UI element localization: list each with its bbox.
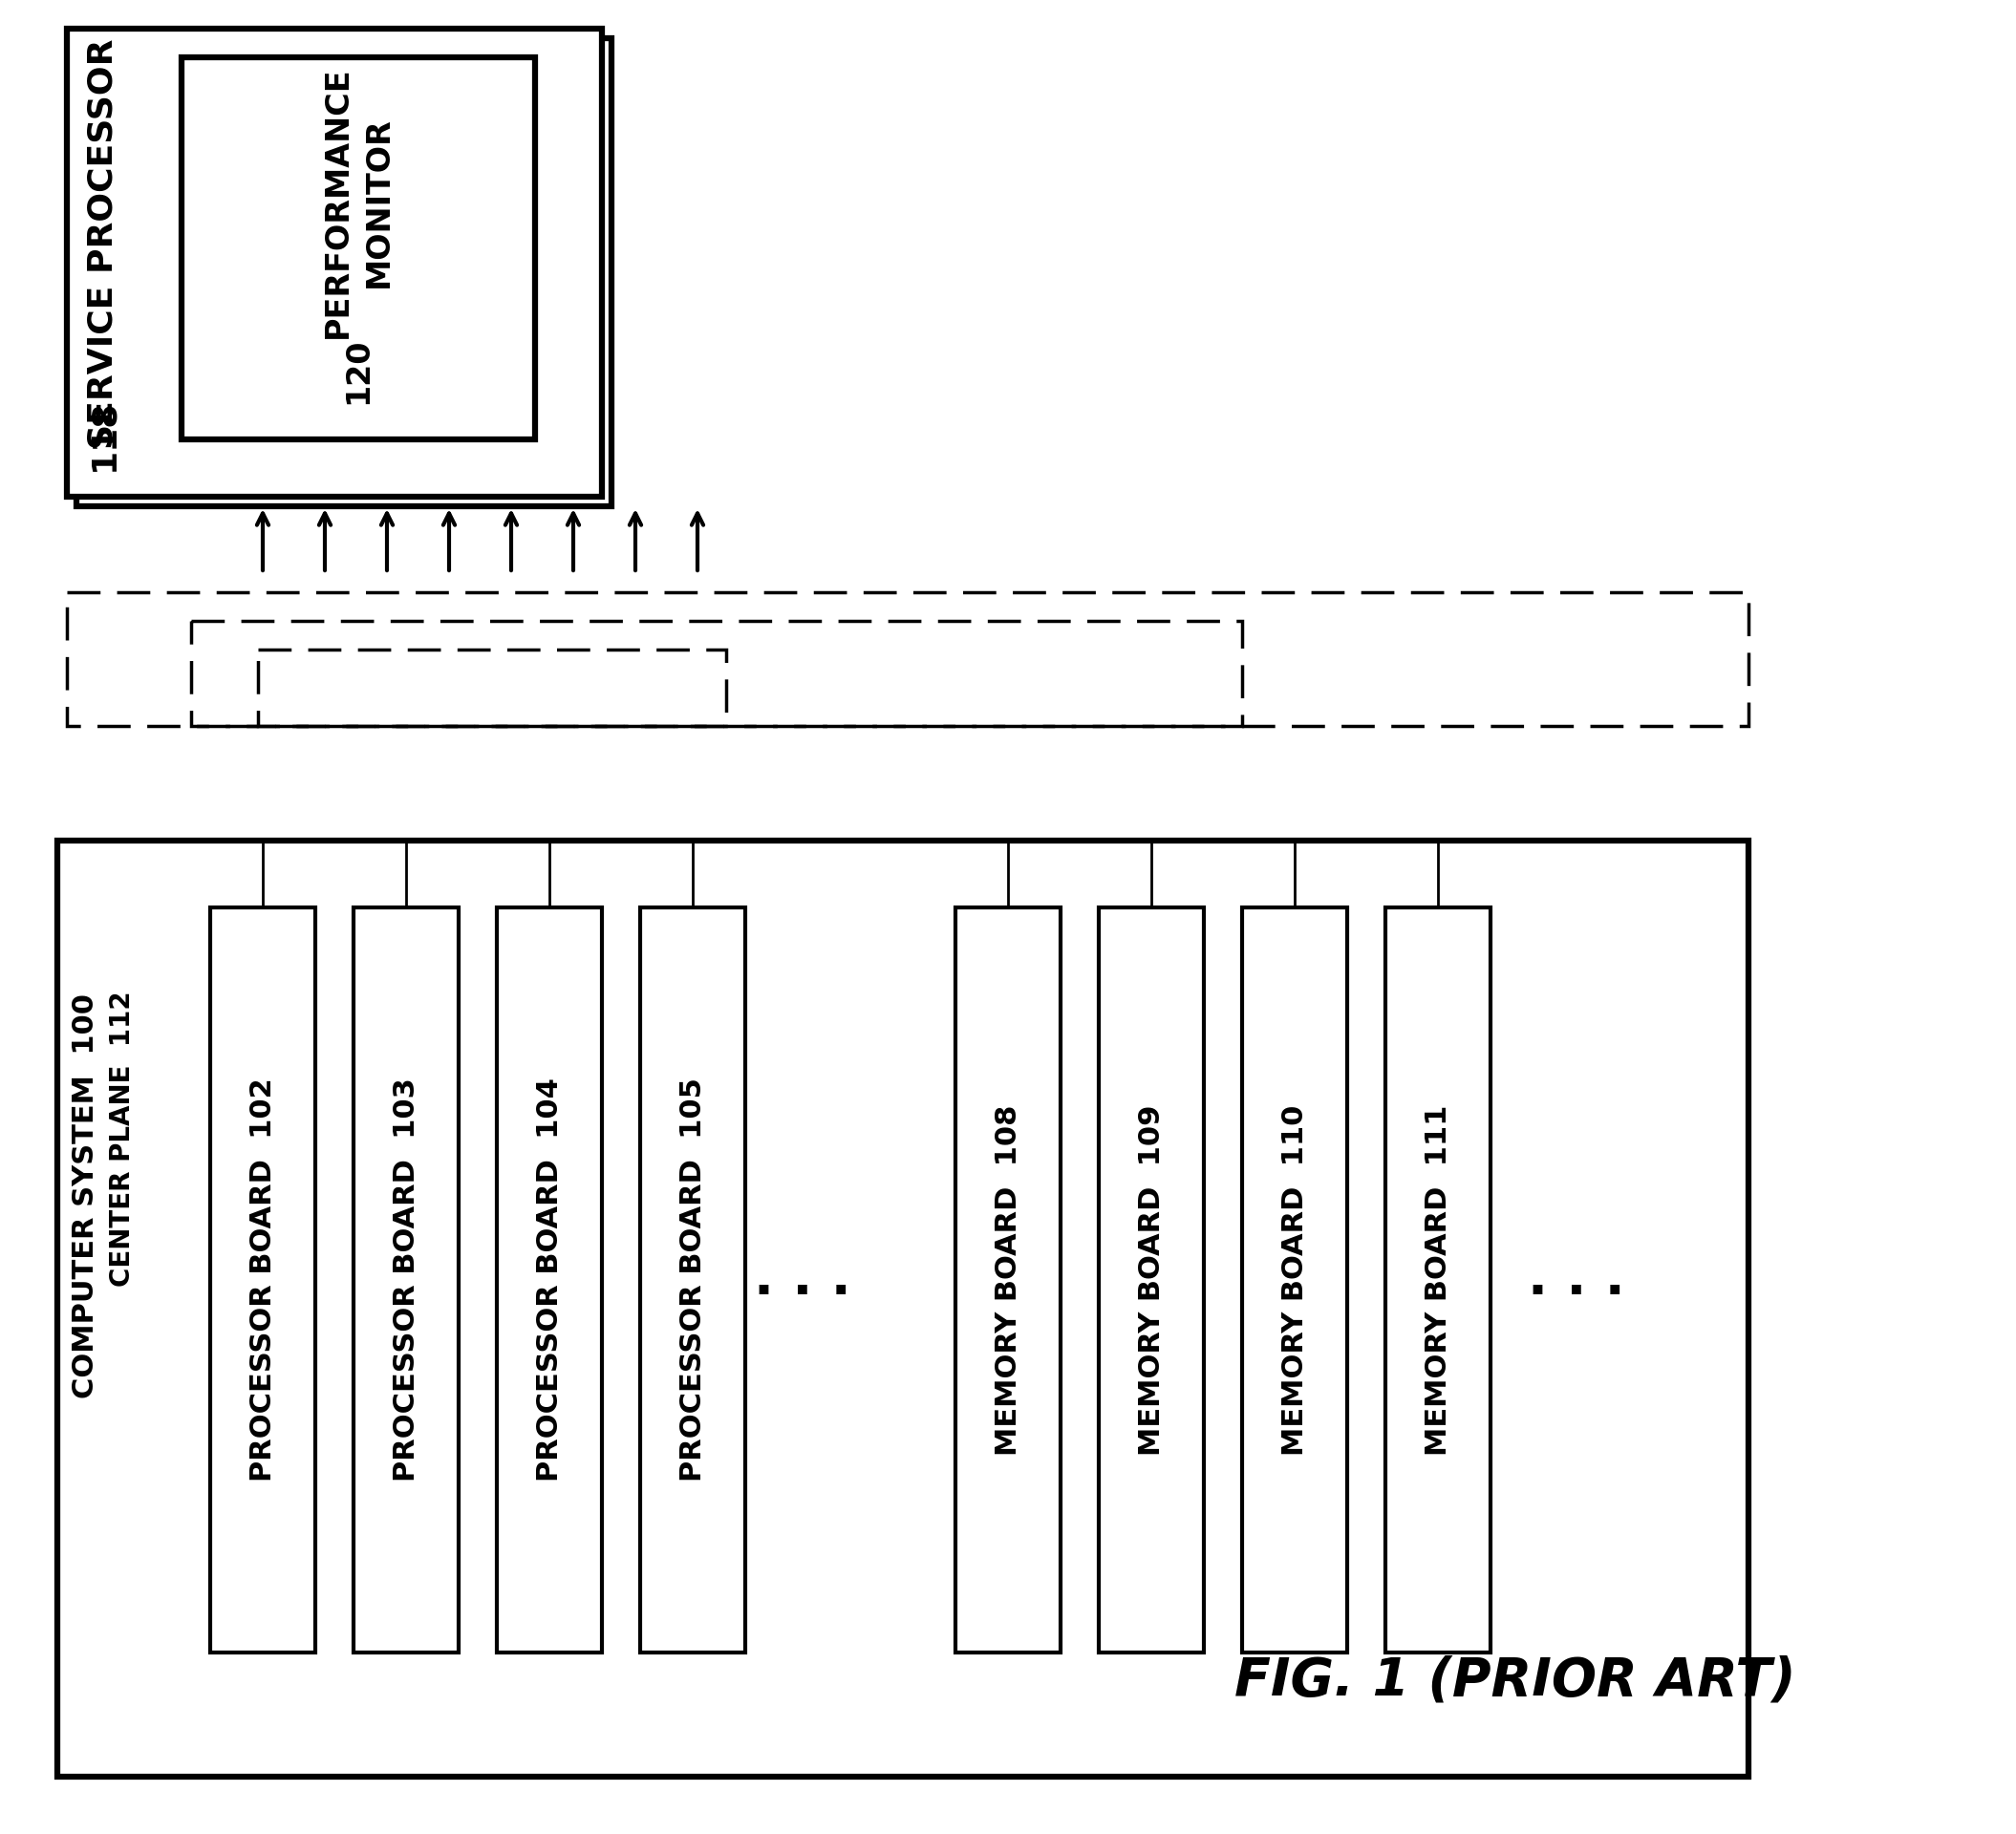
Text: CENTER PLANE  112: CENTER PLANE 112 [109,990,135,1287]
Text: SERVICE PROCESSOR: SERVICE PROCESSOR [87,39,119,449]
Bar [1099,908,1204,1652]
Bar [67,29,603,497]
Bar [496,908,603,1652]
Text: PROCESSOR BOARD  104: PROCESSOR BOARD 104 [536,1078,562,1482]
Bar [641,908,746,1652]
Bar [1385,908,1490,1652]
Text: PROCESSOR BOARD  103: PROCESSOR BOARD 103 [393,1078,419,1482]
Bar [258,649,726,726]
Bar [77,39,611,506]
Bar [210,908,314,1652]
Bar [353,908,458,1652]
Text: 120: 120 [343,337,375,403]
Text: MEMORY BOARD  108: MEMORY BOARD 108 [994,1104,1022,1456]
Text: . . .: . . . [754,1254,851,1306]
Bar [192,622,1242,726]
Bar [67,592,1748,726]
Text: PERFORMANCE
MONITOR: PERFORMANCE MONITOR [323,66,395,339]
Text: MEMORY BOARD  109: MEMORY BOARD 109 [1137,1104,1165,1456]
Text: 118: 118 [87,398,119,471]
Text: PROCESSOR BOARD  105: PROCESSOR BOARD 105 [679,1078,706,1482]
Text: . . .: . . . [1528,1254,1625,1306]
Text: PROCESSOR BOARD  102: PROCESSOR BOARD 102 [248,1078,276,1482]
Bar [56,840,1748,1777]
Text: MEMORY BOARD  111: MEMORY BOARD 111 [1423,1104,1452,1456]
Bar [956,908,1060,1652]
Text: MEMORY BOARD  110: MEMORY BOARD 110 [1280,1104,1308,1456]
Text: FIG. 1 (PRIOR ART): FIG. 1 (PRIOR ART) [1234,1656,1796,1707]
Bar [181,57,534,440]
Bar [1242,908,1347,1652]
Text: COMPUTER SYSTEM  100: COMPUTER SYSTEM 100 [73,994,101,1399]
